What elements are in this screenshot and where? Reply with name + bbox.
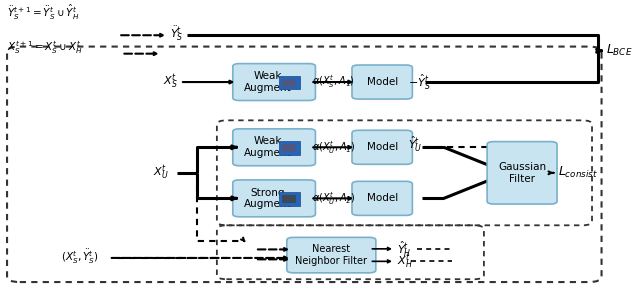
Text: Model: Model — [367, 193, 398, 203]
FancyBboxPatch shape — [282, 144, 296, 152]
Text: Strong
Augment: Strong Augment — [244, 188, 292, 209]
Text: $-\hat{Y}_S^t$: $-\hat{Y}_S^t$ — [408, 72, 431, 92]
FancyBboxPatch shape — [233, 180, 316, 217]
Text: $X_H^t$: $X_H^t$ — [397, 252, 413, 271]
FancyBboxPatch shape — [279, 76, 300, 90]
Text: $\ddot{Y}_S^{t+1} = \ddot{Y}_S^t \cup \hat{Y}_H^t$: $\ddot{Y}_S^{t+1} = \ddot{Y}_S^t \cup \h… — [7, 3, 79, 22]
Text: $\alpha(X_S^t, A_1)$: $\alpha(X_S^t, A_1)$ — [312, 74, 355, 90]
Text: Nearest
Neighbor Filter: Nearest Neighbor Filter — [295, 244, 367, 266]
FancyBboxPatch shape — [279, 141, 300, 155]
Text: $(X_S^t, \ddot{Y}_S^t)$: $(X_S^t, \ddot{Y}_S^t)$ — [61, 247, 99, 266]
Text: Gaussian
Filter: Gaussian Filter — [498, 162, 546, 184]
FancyBboxPatch shape — [352, 65, 412, 99]
FancyBboxPatch shape — [287, 237, 376, 273]
Text: Model: Model — [367, 142, 398, 152]
Text: $\ddot{Y}_S^t$: $\ddot{Y}_S^t$ — [170, 25, 184, 43]
Text: $L_{consist}$: $L_{consist}$ — [557, 165, 598, 180]
FancyBboxPatch shape — [233, 64, 316, 100]
Text: Weak
Augment: Weak Augment — [244, 137, 292, 158]
Text: $X_S^{t+1} = X_S^t \cup X_H^t$: $X_S^{t+1} = X_S^t \cup X_H^t$ — [7, 40, 83, 57]
Text: $L_{BCE}$: $L_{BCE}$ — [606, 43, 632, 58]
Text: Weak
Augment: Weak Augment — [244, 71, 292, 93]
Text: $X_S^t$: $X_S^t$ — [163, 73, 179, 91]
FancyBboxPatch shape — [233, 129, 316, 166]
FancyBboxPatch shape — [352, 181, 412, 215]
FancyBboxPatch shape — [282, 195, 296, 203]
Text: $\hat{Y}_H^t$: $\hat{Y}_H^t$ — [397, 239, 412, 259]
FancyBboxPatch shape — [279, 192, 300, 206]
Text: Model: Model — [367, 77, 398, 87]
Text: $X_U^t$: $X_U^t$ — [154, 164, 169, 182]
Text: $\alpha(X_U^t, A_2)$: $\alpha(X_U^t, A_2)$ — [312, 190, 356, 207]
FancyBboxPatch shape — [282, 79, 296, 87]
FancyBboxPatch shape — [352, 130, 412, 164]
FancyBboxPatch shape — [487, 141, 557, 204]
Text: $\alpha(X_U^t, A_1)$: $\alpha(X_U^t, A_1)$ — [312, 139, 356, 156]
Text: $\hat{Y}_U^t$: $\hat{Y}_U^t$ — [408, 135, 422, 154]
